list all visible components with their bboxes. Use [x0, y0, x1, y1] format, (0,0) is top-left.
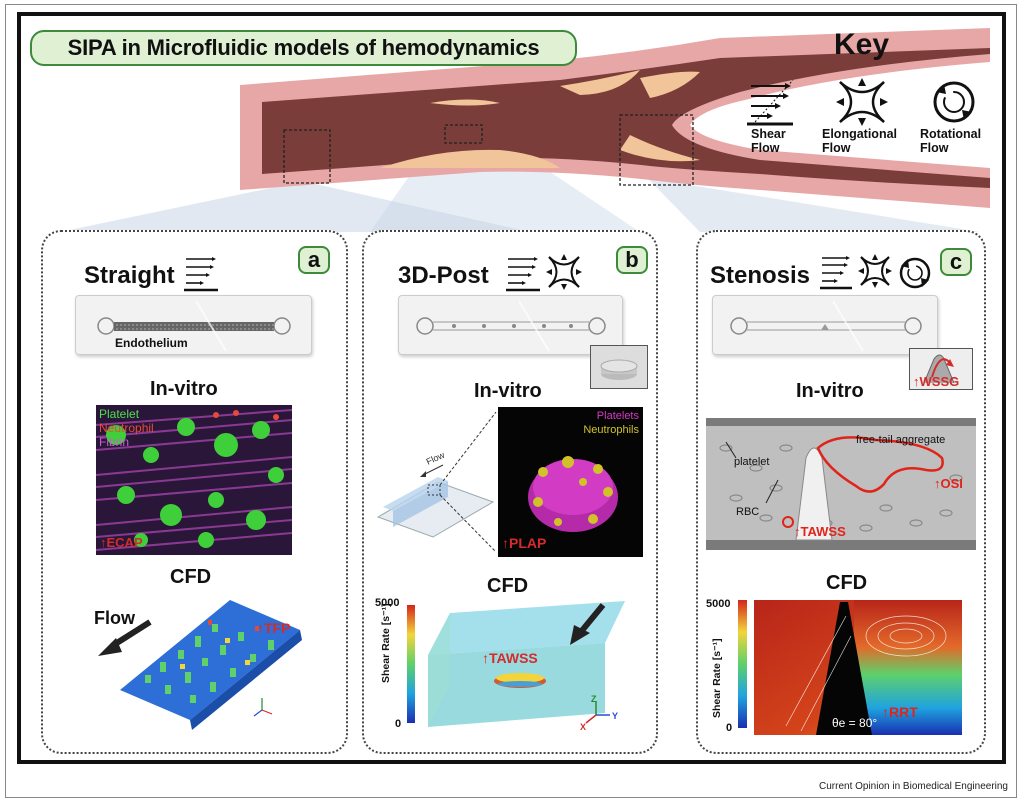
invitro-legend-platelet: Platelet	[99, 407, 140, 421]
invitro-legend-fibrin: Fibrin	[99, 435, 130, 449]
panel-badge-b: b	[616, 246, 648, 274]
metric-osi: ↑OSI	[934, 476, 963, 491]
invitro-image-3d-post: Platelets Neutrophils ↑PLAP	[498, 407, 643, 557]
cfd-scale-min-stenosis: 0	[726, 722, 733, 734]
panel-title-3d-post: 3D-Post	[398, 262, 489, 289]
journal-credit: Current Opinion in Biomedical Engineerin…	[819, 781, 1008, 792]
chip-label-endothelium: Endothelium	[115, 336, 188, 350]
cfd-scale-min-3d-post: 0	[395, 718, 402, 730]
rotational-flow-icon	[933, 81, 975, 123]
key-label-shear: Shear Flow	[751, 127, 786, 155]
microfluidic-chip-straight	[75, 295, 312, 355]
invitro-legend-neutrophil: Neutrophil	[99, 421, 154, 435]
metric-wssg: ↑WSSG	[913, 374, 960, 389]
metric-rrt: ↑RRT	[882, 704, 918, 720]
cfd-image-straight	[98, 600, 302, 730]
invitro-image-straight: Platelet Neutrophil Fibrin ↑ECAP	[96, 405, 292, 555]
invitro-label-free-tail: free-tail aggregate	[856, 434, 946, 446]
invitro-flow-label-3d-post: Flow	[425, 450, 447, 467]
microfluidic-chip-stenosis	[712, 295, 938, 355]
key-title: Key	[834, 28, 890, 61]
invitro-legend-neutrophils: Neutrophils	[583, 424, 639, 436]
cfd-scale-label-3d-post: Shear Rate [s⁻¹]	[380, 603, 392, 683]
invitro-legend-platelets: Platelets	[596, 410, 639, 422]
panel-badge-c: c	[940, 248, 972, 276]
panel-badge-a: a	[298, 246, 330, 274]
elongational-flow-icon	[836, 78, 888, 126]
elongational-flow-icon	[546, 254, 582, 290]
metric-plap: ↑PLAP	[502, 535, 547, 551]
cfd-scale-max-stenosis: 5000	[706, 598, 731, 610]
axis-z: Z	[591, 694, 597, 704]
panel-title-straight: Straight	[84, 262, 175, 289]
post-inset	[590, 345, 648, 389]
cfd-angle-label: θe = 80°	[832, 716, 878, 730]
axis-x: X	[580, 722, 587, 732]
cfd-heading-3d-post: CFD	[487, 575, 529, 597]
shear-flow-icon	[184, 257, 218, 292]
invitro-heading-3d-post: In-vitro	[474, 380, 542, 402]
key-label-elongational: Elongational Flow	[822, 127, 897, 155]
cfd-scale-max-3d-post: 5000	[375, 597, 400, 609]
cfd-image-3d-post: Shear Rate [s⁻¹]	[380, 601, 625, 727]
cfd-heading-stenosis: CFD	[826, 572, 868, 594]
microfluidic-chip-3d-post	[398, 295, 623, 355]
cfd-scale-label-stenosis: Shear Rate [s⁻¹]	[711, 638, 723, 718]
shear-flow-icon	[506, 257, 540, 292]
invitro-schematic-3d-post: Flow	[368, 407, 498, 557]
shear-flow-icon	[820, 256, 852, 290]
metric-tawss-3d-post: ↑TAWSS	[482, 650, 538, 666]
rotational-flow-icon	[899, 257, 931, 289]
cfd-flow-label-straight: Flow	[94, 608, 135, 628]
axis-y: Y	[612, 711, 619, 721]
invitro-label-rbc: RBC	[736, 506, 760, 518]
metric-tawss-stenosis: ↑TAWSS	[794, 524, 846, 539]
shear-flow-icon	[747, 79, 794, 126]
invitro-image-stenosis: platelet free-tail aggregate RBC ↑OSI ↑T…	[706, 418, 976, 550]
invitro-heading-stenosis: In-vitro	[796, 380, 864, 402]
invitro-label-platelet: platelet	[734, 456, 770, 468]
key-label-rotational: Rotational Flow	[920, 127, 982, 155]
cfd-image-stenosis: Shear Rate [s⁻¹]	[711, 600, 962, 735]
metric-tfp: ↑TFP	[257, 620, 291, 636]
metric-ecap: ↑ECAP	[100, 535, 143, 550]
figure-title: SIPA in Microfluidic models of hemodynam…	[30, 30, 577, 66]
stenosis-inset: ↑WSSG	[909, 348, 973, 390]
invitro-heading-straight: In-vitro	[150, 378, 218, 400]
cfd-heading-straight: CFD	[170, 566, 212, 588]
panel-title-stenosis: Stenosis	[710, 262, 811, 289]
elongational-flow-icon	[858, 254, 892, 288]
